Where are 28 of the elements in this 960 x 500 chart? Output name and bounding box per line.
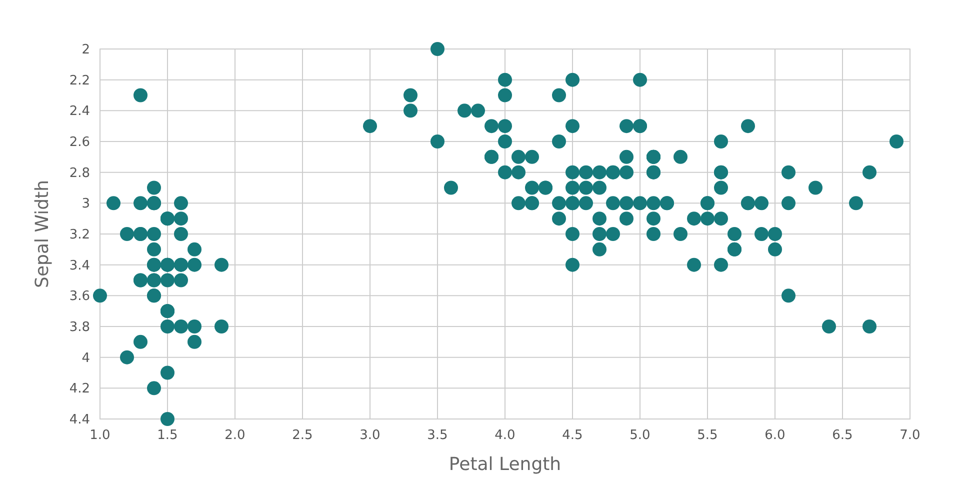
y-tick-label: 2.2	[69, 73, 90, 88]
y-tick-label: 2.8	[69, 166, 90, 181]
y-tick-label: 2.6	[69, 135, 90, 150]
x-tick-label: 1.5	[157, 428, 178, 443]
x-tick-label: 1.0	[90, 428, 110, 443]
y-tick-label: 4	[82, 350, 90, 366]
x-tick-label: 3.5	[427, 428, 448, 443]
x-tick-label: 4.0	[494, 428, 516, 443]
y-tick-label: 3.2	[69, 228, 90, 243]
y-tick-label: 2	[82, 42, 90, 58]
x-tick-label: 2.0	[224, 428, 246, 443]
x-tick-label: 4.5	[562, 428, 583, 443]
x-axis-title: Petal Length	[448, 454, 562, 475]
y-tick-label: 4.2	[69, 382, 90, 397]
x-tick-label: 5.0	[630, 428, 650, 443]
y-tick-label: 3.4	[69, 258, 90, 274]
y-tick-label: 2.4	[69, 104, 90, 120]
x-tick-label: 5.5	[697, 428, 718, 443]
x-tick-label: 6.0	[764, 428, 786, 443]
y-tick-label: 3.8	[69, 320, 90, 336]
x-tick-label: 6.5	[832, 428, 853, 443]
y-tick-label: 3.6	[69, 289, 90, 304]
x-tick-label: 2.5	[292, 428, 313, 443]
x-tick-label: 7.0	[900, 428, 920, 443]
x-tick-label: 3.0	[360, 428, 380, 443]
y-tick-label: 3	[82, 196, 90, 212]
y-axis-title: Sepal Width	[32, 180, 53, 288]
y-tick-label: 4.4	[69, 412, 90, 428]
